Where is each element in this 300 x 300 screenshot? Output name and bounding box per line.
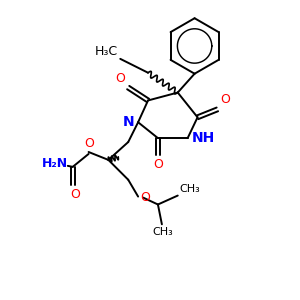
Text: H₃C: H₃C xyxy=(95,45,118,58)
Text: O: O xyxy=(116,72,125,85)
Text: CH₃: CH₃ xyxy=(152,227,173,237)
Text: O: O xyxy=(85,137,94,150)
Text: NH: NH xyxy=(192,131,215,145)
Text: O: O xyxy=(70,188,80,201)
Text: O: O xyxy=(220,93,230,106)
Text: CH₃: CH₃ xyxy=(180,184,200,194)
Text: O: O xyxy=(153,158,163,171)
Text: N: N xyxy=(122,115,134,129)
Text: H₂N: H₂N xyxy=(42,158,68,170)
Text: O: O xyxy=(140,191,150,204)
